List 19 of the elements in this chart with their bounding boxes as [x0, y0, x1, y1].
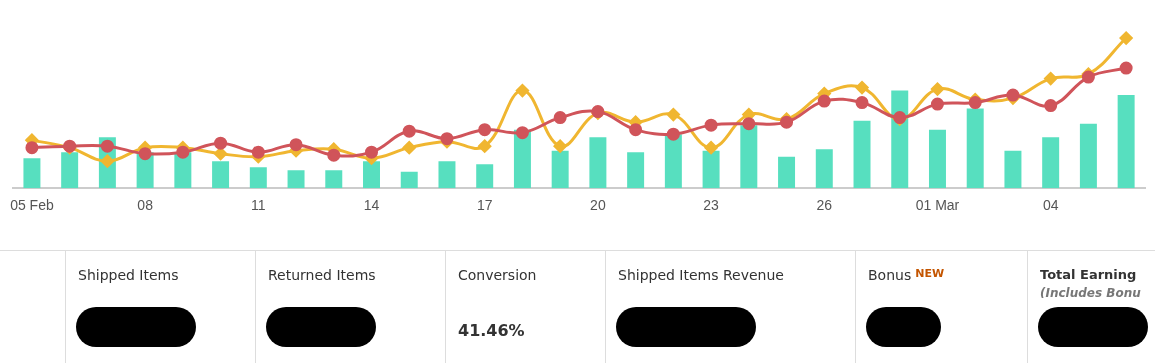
x-tick-label: 05 Feb	[10, 197, 54, 214]
category-label: Returned Items	[268, 267, 376, 283]
x-tick-label: 20	[590, 197, 606, 214]
category-label: Shipped Items Revenue	[618, 267, 784, 283]
category-label: Conversion	[458, 267, 537, 283]
x-tick-label: 01 Mar	[915, 197, 960, 214]
x-tick-label: 04	[1042, 197, 1059, 214]
category-label: Shipped Items	[78, 267, 179, 283]
category-label: Bonus	[868, 267, 912, 283]
text: NEW	[915, 267, 945, 280]
category-label: Total Earning	[1040, 267, 1137, 282]
x-tick-label: 08	[137, 197, 154, 214]
x-tick-label: 11	[251, 197, 266, 214]
text: (Includes Bonu	[1040, 286, 1142, 300]
x-tick-label: 23	[703, 197, 720, 214]
x-tick-label: 17	[476, 197, 493, 214]
text: 41.46%	[458, 321, 525, 340]
x-tick-label: 26	[816, 197, 833, 214]
x-tick-label: 14	[363, 197, 380, 214]
